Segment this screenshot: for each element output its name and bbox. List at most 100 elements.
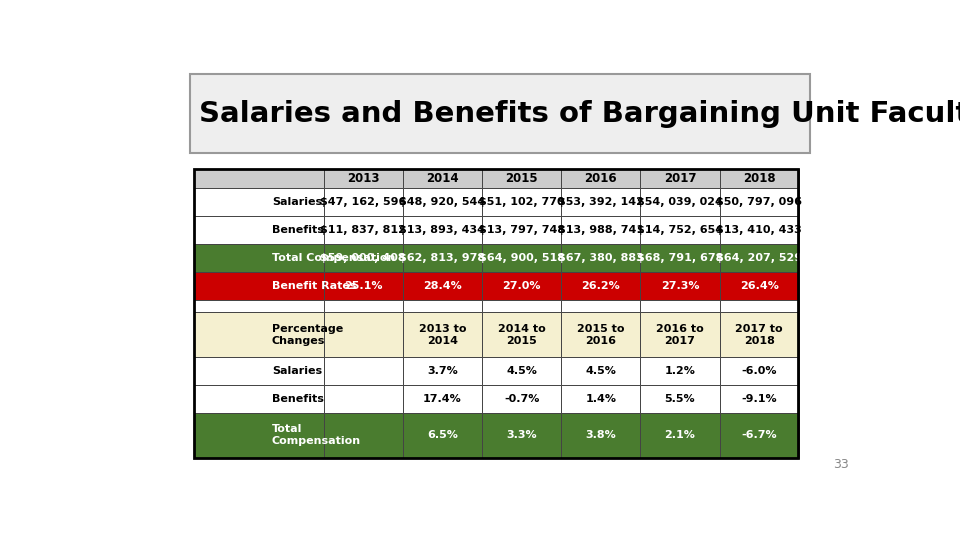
Text: $62, 813, 978: $62, 813, 978 <box>399 253 486 263</box>
Text: 2015: 2015 <box>505 172 538 185</box>
Text: Benefit Rates: Benefit Rates <box>272 281 356 291</box>
Bar <box>720 313 799 357</box>
Bar <box>194 300 324 313</box>
Bar <box>403 357 482 385</box>
Text: Salaries: Salaries <box>272 366 322 376</box>
Bar <box>482 272 562 300</box>
Text: 3.8%: 3.8% <box>586 430 616 440</box>
Bar <box>482 244 562 272</box>
Bar <box>403 216 482 244</box>
Bar <box>562 413 640 457</box>
Bar <box>324 216 403 244</box>
Bar <box>640 357 720 385</box>
Bar <box>194 188 324 216</box>
Text: -0.7%: -0.7% <box>504 394 540 404</box>
Bar <box>562 244 640 272</box>
Bar <box>720 272 799 300</box>
Bar <box>324 272 403 300</box>
Bar <box>194 313 324 357</box>
Text: $13, 797, 748: $13, 797, 748 <box>478 225 564 235</box>
Bar <box>324 300 403 313</box>
Bar <box>482 385 562 413</box>
Text: 3.3%: 3.3% <box>506 430 537 440</box>
Bar <box>190 74 809 153</box>
Text: $64, 207, 529: $64, 207, 529 <box>716 253 803 263</box>
Text: Total Compensation: Total Compensation <box>272 253 396 263</box>
Bar <box>720 216 799 244</box>
Bar <box>562 357 640 385</box>
Text: $67, 380, 883: $67, 380, 883 <box>558 253 643 263</box>
Text: $47, 162, 596: $47, 162, 596 <box>320 197 406 207</box>
Text: 27.0%: 27.0% <box>502 281 540 291</box>
Bar <box>640 168 720 188</box>
Text: 5.5%: 5.5% <box>664 394 695 404</box>
Text: 1.2%: 1.2% <box>664 366 695 376</box>
Text: 33: 33 <box>832 458 849 471</box>
Bar <box>720 168 799 188</box>
Text: 26.4%: 26.4% <box>740 281 779 291</box>
Text: Total
Compensation: Total Compensation <box>272 424 361 446</box>
Text: 2.1%: 2.1% <box>664 430 695 440</box>
Text: $54, 039, 024: $54, 039, 024 <box>637 197 723 207</box>
Text: 1.4%: 1.4% <box>586 394 616 404</box>
Bar <box>324 357 403 385</box>
Bar <box>482 300 562 313</box>
Text: Benefits: Benefits <box>272 225 324 235</box>
Text: $68, 791, 678: $68, 791, 678 <box>636 253 723 263</box>
Bar <box>324 188 403 216</box>
Bar <box>194 244 324 272</box>
Text: 2014 to
2015: 2014 to 2015 <box>497 324 545 346</box>
Bar <box>324 413 403 457</box>
Text: 2013: 2013 <box>347 172 379 185</box>
Bar <box>482 413 562 457</box>
Bar <box>403 300 482 313</box>
Bar <box>482 357 562 385</box>
Bar <box>640 413 720 457</box>
Bar <box>194 357 324 385</box>
Text: $48, 920, 544: $48, 920, 544 <box>399 197 486 207</box>
Text: -6.7%: -6.7% <box>741 430 777 440</box>
Text: 28.4%: 28.4% <box>423 281 462 291</box>
Bar <box>562 313 640 357</box>
Text: Percentage
Changes: Percentage Changes <box>272 324 343 346</box>
Bar <box>640 300 720 313</box>
Bar <box>324 385 403 413</box>
Text: -6.0%: -6.0% <box>741 366 777 376</box>
Bar <box>482 313 562 357</box>
Bar <box>640 244 720 272</box>
Bar <box>324 244 403 272</box>
Bar <box>194 168 324 188</box>
Text: 2017: 2017 <box>663 172 696 185</box>
Text: 2015 to
2016: 2015 to 2016 <box>577 324 625 346</box>
Text: $13, 893, 434: $13, 893, 434 <box>399 225 486 235</box>
Bar <box>640 313 720 357</box>
Text: $51, 102, 770: $51, 102, 770 <box>479 197 564 207</box>
Bar <box>640 216 720 244</box>
Text: Benefits: Benefits <box>272 394 324 404</box>
Bar <box>640 272 720 300</box>
Text: Salaries and Benefits of Bargaining Unit Faculty Only: Salaries and Benefits of Bargaining Unit… <box>199 100 960 127</box>
Bar <box>720 188 799 216</box>
Bar <box>403 188 482 216</box>
Bar <box>482 168 562 188</box>
Text: 6.5%: 6.5% <box>427 430 458 440</box>
Bar <box>562 188 640 216</box>
Bar <box>562 385 640 413</box>
Text: 3.7%: 3.7% <box>427 366 458 376</box>
Text: 25.1%: 25.1% <box>344 281 382 291</box>
Text: $14, 752, 654: $14, 752, 654 <box>636 225 723 235</box>
Bar <box>403 413 482 457</box>
Bar <box>324 313 403 357</box>
Bar <box>720 385 799 413</box>
Text: 2016 to
2017: 2016 to 2017 <box>656 324 704 346</box>
Bar <box>562 272 640 300</box>
Text: $13, 410, 433: $13, 410, 433 <box>716 225 802 235</box>
Bar <box>482 188 562 216</box>
Text: Salaries: Salaries <box>272 197 322 207</box>
Bar <box>482 216 562 244</box>
Text: -9.1%: -9.1% <box>741 394 777 404</box>
Text: $11, 837, 812: $11, 837, 812 <box>321 225 406 235</box>
Bar <box>403 168 482 188</box>
Bar <box>324 168 403 188</box>
Text: $59, 000, 408: $59, 000, 408 <box>321 253 406 263</box>
